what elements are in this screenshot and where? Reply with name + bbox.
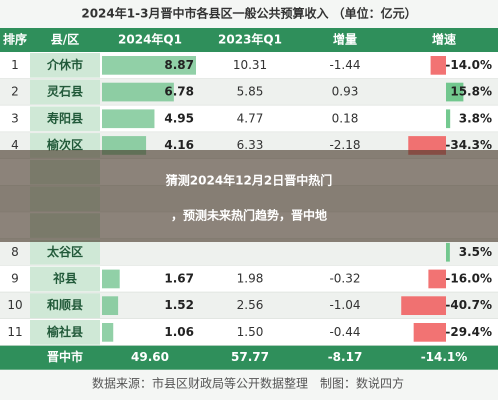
delta: -1.44 — [329, 58, 360, 72]
growth: -29.4% — [445, 325, 492, 339]
growth-bar — [430, 56, 446, 75]
rank: 11 — [7, 325, 22, 339]
growth: -40.7% — [445, 298, 492, 312]
delta: -2.18 — [329, 138, 360, 152]
name-cell — [30, 320, 100, 345]
growth: -14.0% — [445, 58, 492, 72]
q2024: 4.16 — [164, 138, 194, 152]
q2023: 1.50 — [237, 325, 264, 339]
banner — [0, 150, 498, 242]
title: 2024年1-3月晋中市各县区一般公共预算收入 （单位：亿元） — [81, 6, 416, 21]
column-header: 2023年Q1 — [218, 32, 282, 47]
growth: 15.8% — [450, 85, 492, 99]
value-bar — [102, 269, 120, 289]
value-bar — [102, 323, 114, 342]
q2023: 4.77 — [237, 111, 264, 125]
growth-bar — [446, 82, 464, 102]
total-delta: -8.17 — [328, 350, 363, 364]
q2023: 6.33 — [237, 138, 264, 152]
source: 数据来源：市县区财政局等公开数据整理 — [92, 376, 308, 391]
total-q2023: 57.77 — [231, 350, 269, 364]
region-name: 和顺县 — [46, 297, 83, 312]
delta: 0.93 — [332, 85, 359, 99]
name-cell — [30, 266, 100, 292]
rank: 1 — [11, 58, 19, 72]
q2023: 10.31 — [233, 58, 267, 72]
name-cell — [30, 293, 100, 318]
total-row — [0, 345, 498, 370]
banner-line-2: ，预测未来热门趋势，晋中地 — [171, 208, 327, 223]
value-bar — [102, 109, 155, 129]
region-name: 祁县 — [53, 270, 77, 285]
growth-bar — [446, 242, 450, 262]
banner-line-1: 猜测2024年12月2日晋中热门 — [165, 173, 332, 188]
q2023: 1.98 — [237, 271, 264, 285]
growth: 3.5% — [459, 245, 492, 259]
growth: -34.3% — [445, 138, 492, 152]
total-q2024: 49.60 — [131, 350, 169, 364]
name-cell — [30, 53, 100, 78]
name-cell — [30, 106, 100, 132]
rank: 9 — [11, 271, 19, 285]
q2024: 8.87 — [164, 58, 194, 72]
column-header: 2024年Q1 — [118, 32, 182, 47]
region-name: 灵石县 — [47, 84, 83, 99]
rank: 10 — [7, 298, 22, 312]
rank: 3 — [11, 111, 19, 125]
growth-bar — [428, 269, 446, 289]
delta: 0.18 — [332, 111, 359, 125]
column-header: 排序 — [3, 32, 27, 47]
column-header: 增速 — [432, 32, 456, 47]
region-name: 寿阳县 — [47, 110, 83, 125]
delta: -0.32 — [329, 271, 360, 285]
delta: -0.44 — [329, 325, 360, 339]
column-header: 增量 — [333, 32, 357, 47]
delta: -1.04 — [329, 298, 360, 312]
q2024: 4.95 — [164, 111, 194, 125]
rank: 8 — [11, 245, 19, 259]
column-header: 县/区 — [51, 33, 79, 47]
q2024: 1.52 — [164, 298, 194, 312]
author: 制图：数说四方 — [320, 376, 404, 391]
growth: 3.8% — [459, 111, 492, 125]
q2023: 2.56 — [237, 298, 264, 312]
region-name: 榆次区 — [47, 137, 83, 152]
growth-bar — [446, 109, 451, 129]
q2024: 1.06 — [164, 325, 194, 339]
value-bar — [102, 56, 196, 75]
q2023: 5.85 — [237, 85, 264, 99]
region-name: 太谷区 — [47, 244, 83, 259]
growth-bar — [413, 323, 446, 342]
value-bar — [102, 296, 119, 315]
growth-bar — [401, 296, 446, 315]
region-name: 介休市 — [46, 57, 83, 72]
rank: 4 — [11, 138, 19, 152]
name-cell — [30, 239, 100, 265]
region-name: 榆社县 — [47, 324, 83, 339]
header-row — [0, 28, 498, 52]
rank: 2 — [11, 85, 19, 99]
q2024: 1.67 — [164, 271, 194, 285]
name-cell — [30, 79, 100, 105]
value-bar — [102, 82, 174, 102]
growth: -16.0% — [445, 271, 492, 285]
total-name: 晋中市 — [47, 349, 83, 364]
q2024: 6.78 — [164, 85, 194, 99]
total-growth-label: -14.1% — [421, 350, 468, 364]
